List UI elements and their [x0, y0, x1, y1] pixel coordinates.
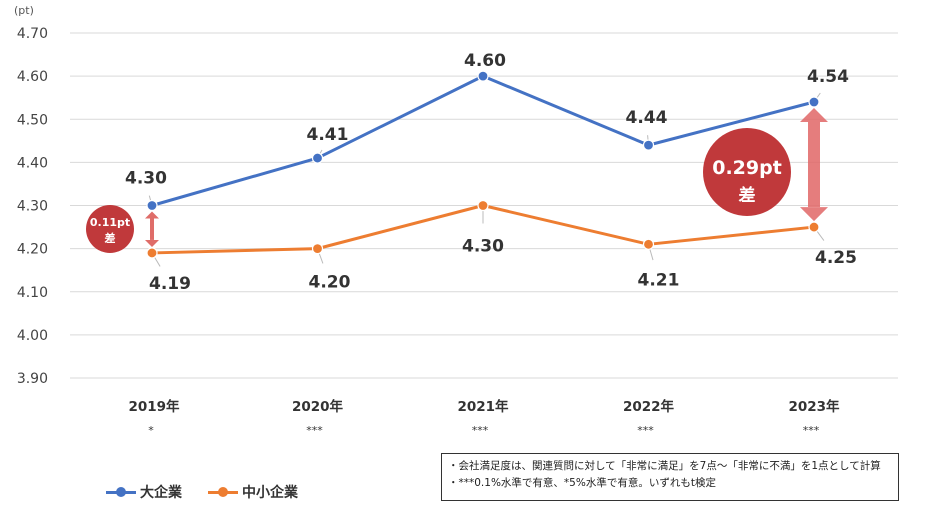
y-tick-label: 3.90 [17, 371, 48, 387]
data-labels: 4.30 4.41 4.60 4.44 4.54 4.19 4.20 4.30 4.21 4.25 [125, 51, 857, 294]
data-label: 4.19 [149, 274, 191, 294]
data-point [146, 199, 158, 212]
gap-bubble-2019 [86, 205, 134, 253]
data-label: 4.20 [309, 273, 351, 293]
y-tick-label: 4.70 [17, 26, 48, 42]
x-category-label: 2023年 [788, 398, 840, 415]
notes-box: ・会社満足度は、関連質問に対して「非常に満足」を7点～「非常に不満」を1点として… [441, 453, 899, 501]
data-label: 4.30 [125, 169, 167, 189]
y-tick-label: 4.60 [17, 69, 48, 85]
data-point [477, 199, 489, 212]
y-tick-label: 4.40 [17, 155, 48, 171]
data-label: 4.21 [638, 270, 680, 290]
data-point [146, 247, 158, 259]
y-tick-label: 4.50 [17, 112, 48, 128]
arrow-head-down [145, 239, 159, 247]
gap-arrow-2023 [800, 108, 828, 222]
gap-bubble-text: 0.11pt [90, 216, 130, 229]
legend-swatch-orange [208, 485, 238, 499]
legend-label: 中小企業 [242, 485, 298, 501]
data-point [808, 96, 820, 108]
legend-label: 大企業 [140, 485, 182, 501]
gap-bubble-2023 [703, 128, 791, 216]
y-tick-label: 4.00 [17, 328, 48, 344]
legend-item-large-companies: 大企業 [106, 482, 182, 502]
arrow-shaft [150, 218, 154, 240]
x-category-label: 2020年 [292, 398, 344, 415]
data-label: 4.30 [462, 237, 504, 257]
gap-arrow-2019 [145, 211, 159, 247]
x-category-label: 2021年 [457, 398, 509, 415]
significance-mark: *** [803, 424, 820, 437]
data-point [642, 238, 655, 250]
significance-mark: *** [472, 424, 489, 437]
legend: 大企業 中小企業 [106, 482, 324, 502]
data-point [477, 70, 489, 82]
y-axis-ticks: 3.90 4.00 4.10 4.20 4.30 4.40 4.50 4.60 4.70 [17, 26, 48, 387]
x-axis-categories: 2019年 2020年 2021年 2022年 2023年 [128, 398, 840, 415]
data-label: 4.54 [807, 67, 849, 87]
gap-bubble-text: 差 [739, 185, 756, 206]
gap-bubble-text: 0.29pt [712, 157, 782, 179]
gap-annotations: 0.11pt 差 0.29pt 差 [86, 108, 828, 253]
significance-mark: * [148, 424, 154, 437]
y-tick-label: 4.20 [17, 242, 48, 258]
note-line: ・***0.1%水準で有意、*5%水準で有意。いずれもt検定 [448, 477, 716, 489]
data-point [311, 152, 324, 164]
y-tick-label: 4.30 [17, 199, 48, 215]
data-label: 4.44 [626, 108, 668, 128]
data-point [808, 221, 820, 233]
y-unit-label: (pt) [14, 4, 34, 17]
gap-bubble-text: 差 [105, 231, 116, 245]
x-category-label: 2019年 [128, 398, 180, 415]
note-line: ・会社満足度は、関連質問に対して「非常に満足」を7点～「非常に不満」を1点として… [448, 460, 881, 472]
y-tick-label: 4.10 [17, 285, 48, 301]
series-lines [146, 70, 820, 259]
data-point [311, 243, 324, 255]
significance-marks: * *** *** *** *** [148, 424, 820, 437]
data-label: 4.41 [307, 125, 349, 145]
significance-mark: *** [637, 424, 654, 437]
data-label: 4.25 [815, 248, 857, 268]
data-point [642, 139, 655, 151]
legend-item-sme: 中小企業 [208, 482, 298, 502]
arrow-head-down [800, 207, 828, 222]
data-label: 4.60 [464, 51, 506, 71]
x-category-label: 2022年 [623, 398, 675, 415]
arrow-head-up [800, 108, 828, 122]
arrow-head-up [145, 211, 159, 219]
arrow-shaft [808, 122, 820, 208]
significance-mark: *** [306, 424, 323, 437]
legend-swatch-blue [106, 485, 136, 499]
